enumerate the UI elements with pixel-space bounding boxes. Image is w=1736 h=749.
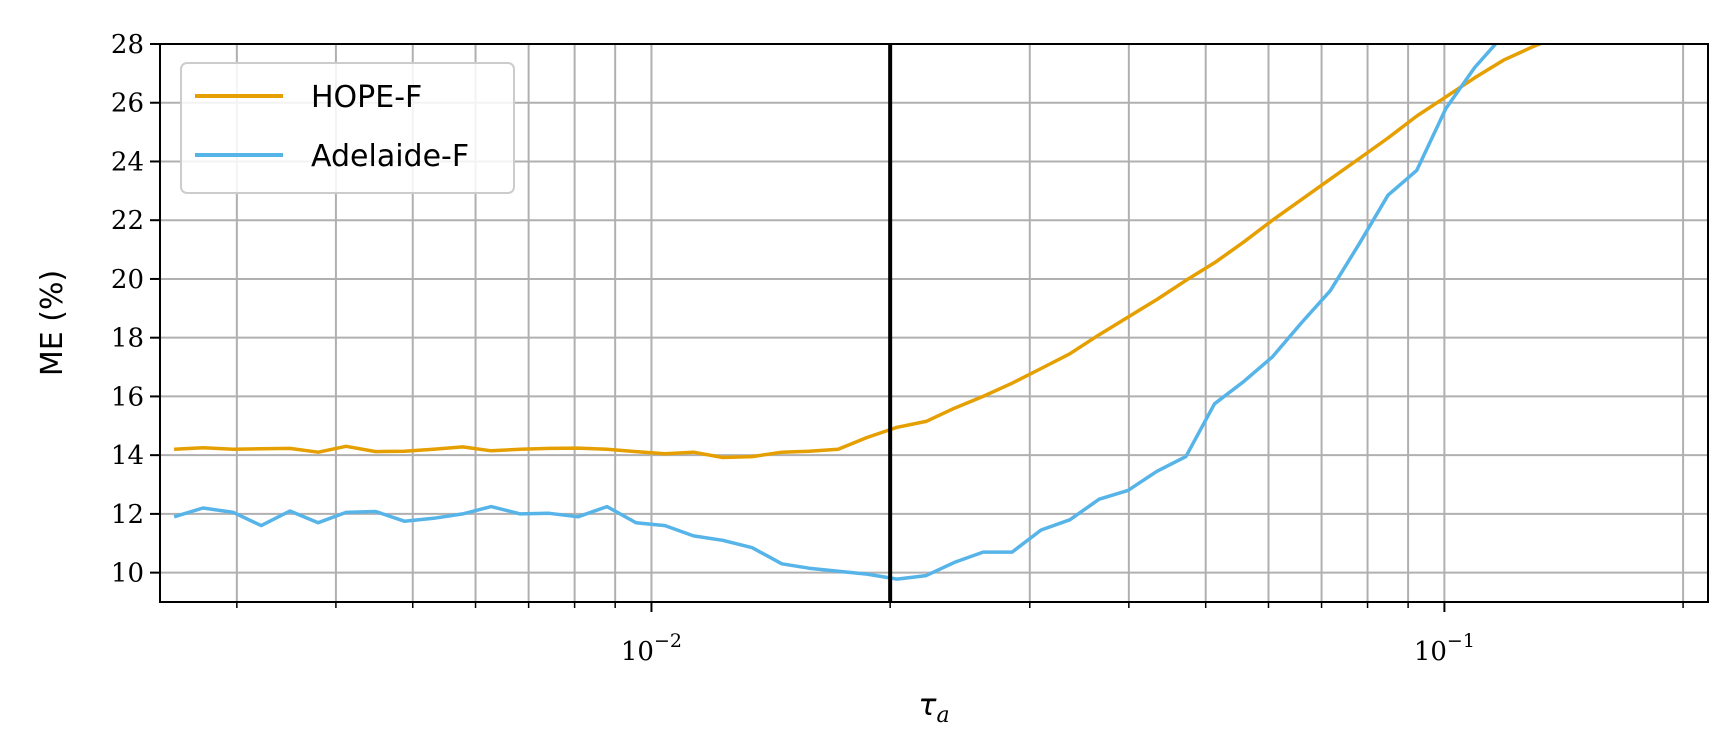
y-tick-label: 28	[111, 30, 144, 60]
y-tick-label: 10	[111, 559, 144, 589]
x-axis-subscript: a	[936, 703, 949, 728]
series-line-adelaide-f	[173, 44, 1498, 581]
y-tick-label: 22	[111, 206, 144, 236]
x-tick-label-base: 10	[621, 637, 654, 667]
y-tick-label: 26	[111, 89, 144, 119]
axis-ticks	[150, 43, 1684, 612]
y-tick-label: 14	[111, 441, 144, 471]
legend: HOPE-F Adelaide-F	[180, 62, 515, 194]
y-tick-labels: 10 12 14 16 18 20 22 24 26 28	[111, 30, 144, 589]
legend-label-hope-f: HOPE-F	[311, 80, 422, 115]
x-tick-label: 10−1	[1414, 630, 1475, 667]
x-axis-label: τa	[918, 688, 949, 728]
plot-frame	[159, 43, 1709, 603]
x-tick-labels: 10−2 10−1	[621, 630, 1475, 667]
series-line-hope-f	[174, 44, 1545, 460]
y-axis-label: ME (%)	[35, 270, 70, 376]
x-axis-symbol: τ	[918, 688, 937, 723]
y-tick-label: 12	[111, 500, 144, 530]
x-tick-label: 10−2	[621, 630, 682, 667]
x-tick-label-exponent: −1	[1447, 630, 1475, 652]
x-tick-label-base: 10	[1414, 637, 1447, 667]
y-tick-label: 18	[111, 324, 144, 354]
series-lines	[173, 44, 1545, 581]
y-tick-label: 20	[111, 265, 144, 295]
legend-label-adelaide-f: Adelaide-F	[311, 139, 469, 174]
y-tick-label: 16	[111, 382, 144, 412]
x-tick-label-exponent: −2	[654, 630, 682, 652]
y-tick-label: 24	[111, 147, 144, 177]
